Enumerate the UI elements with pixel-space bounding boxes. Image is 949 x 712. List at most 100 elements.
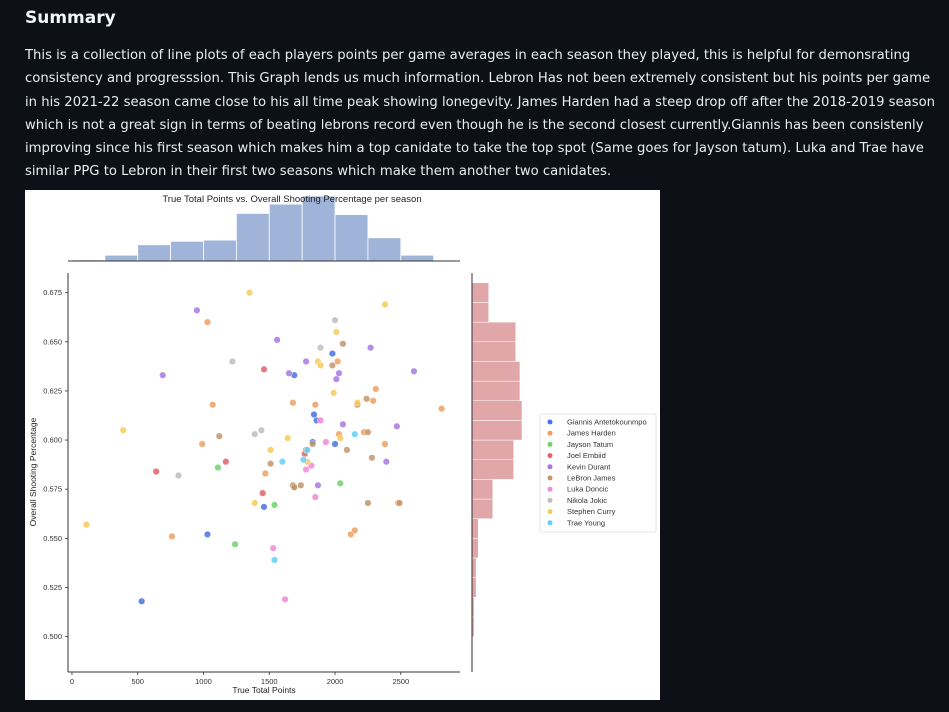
y-ticks: 0.500 0.525 0.550 0.575 0.600 0.625 0.650 0.675: [43, 288, 68, 641]
scatter-point: [257, 426, 265, 434]
scatter-point: [343, 446, 351, 454]
y-tick-label: 0.625: [43, 386, 62, 395]
legend-marker: [547, 486, 553, 492]
scatter-point: [339, 420, 347, 428]
y-hist-bar: [471, 282, 489, 303]
scatter-point: [353, 399, 361, 407]
y-tick-label: 0.650: [43, 337, 62, 346]
scatter-point: [281, 595, 289, 603]
scatter-point: [246, 289, 254, 297]
scatter-point: [267, 460, 275, 468]
scatter-point: [138, 597, 146, 605]
legend-label: Nikola Jokic: [567, 496, 607, 505]
x-hist-bar: [367, 237, 402, 262]
legend-marker: [547, 441, 553, 447]
y-hist-bar: [471, 321, 516, 343]
scatter-point: [209, 401, 217, 409]
y-hist-bar: [471, 380, 521, 402]
scatter-point: [322, 438, 330, 446]
y-hist-bar: [471, 577, 477, 598]
scatter-point: [214, 464, 222, 472]
scatter-point: [317, 361, 325, 369]
y-tick-label: 0.575: [43, 485, 62, 494]
scatter-point: [395, 499, 403, 507]
legend-marker: [547, 430, 553, 436]
y-hist-bar: [471, 420, 523, 441]
y-hist-bar: [471, 479, 494, 500]
legend-marker: [547, 464, 553, 470]
scatter-point: [336, 434, 344, 442]
scatter-point: [332, 375, 340, 383]
scatter-point: [367, 344, 375, 352]
scatter-point: [297, 481, 305, 489]
y-marginal-histogram: [471, 282, 523, 637]
y-tick-label: 0.675: [43, 288, 62, 297]
x-hist-bar: [170, 240, 204, 262]
scatter-point: [273, 336, 281, 344]
scatter-point: [203, 318, 211, 326]
scatter-point: [168, 532, 176, 540]
scatter-point: [393, 422, 401, 430]
scatter-point: [285, 369, 293, 377]
x-hist-bar: [203, 239, 237, 262]
scatter-point: [328, 350, 336, 358]
scatter-point: [336, 479, 344, 487]
x-hist-bar: [400, 254, 435, 262]
scatter-point: [438, 405, 446, 413]
scatter-point: [152, 468, 160, 476]
scatter-point: [278, 458, 286, 466]
summary-heading: Summary: [25, 8, 116, 28]
scatter-point: [302, 466, 310, 474]
scatter-point: [368, 454, 376, 462]
x-hist-bar: [334, 214, 369, 262]
legend-marker: [547, 520, 553, 526]
y-hist-bar: [471, 498, 494, 519]
scatter-point: [369, 397, 377, 405]
scatter-point: [119, 426, 127, 434]
y-hist-bar: [471, 557, 477, 578]
scatter-point: [311, 401, 319, 409]
y-hist-bar: [471, 361, 521, 382]
scatter-point: [231, 540, 239, 548]
legend-marker: [547, 497, 553, 503]
scatter-point: [317, 344, 325, 352]
y-tick-label: 0.525: [43, 583, 62, 592]
x-tick-label: 2500: [392, 677, 409, 686]
scatter-point: [284, 434, 292, 442]
x-hist-bar: [235, 213, 270, 262]
y-hist-bar: [471, 538, 479, 559]
scatter-point: [339, 340, 347, 348]
y-axis-label: Overall Shooting Percentage: [28, 417, 38, 526]
scatter-point: [331, 316, 339, 324]
x-tick-label: 0: [70, 677, 74, 686]
scatter-point: [159, 371, 167, 379]
scatter-point: [331, 440, 339, 448]
x-tick-label: 500: [131, 677, 144, 686]
scatter-point: [82, 521, 90, 529]
joint-plot-figure: 0 500 1000 1500 2000 2500 0.500 0.525 0.550 0.57…: [25, 190, 660, 700]
scatter-point: [351, 430, 359, 438]
scatter-point: [299, 456, 307, 464]
x-tick-label: 2000: [327, 677, 344, 686]
scatter-point: [309, 440, 317, 448]
joint-plot-svg: 0 500 1000 1500 2000 2500 0.500 0.525 0.550 0.57…: [28, 194, 657, 695]
x-tick-label: 1000: [195, 677, 212, 686]
scatter-point: [260, 503, 268, 511]
scatter-point: [260, 365, 268, 373]
scatter-point: [381, 440, 389, 448]
scatter-points: [82, 289, 446, 605]
legend-marker: [547, 453, 553, 459]
scatter-point: [289, 399, 297, 407]
x-hist-bar: [268, 203, 303, 262]
x-ticks: 0 500 1000 1500 2000 2500: [70, 672, 409, 686]
legend-box: [539, 413, 657, 533]
scatter-point: [302, 357, 310, 365]
scatter-point: [364, 428, 372, 436]
scatter-point: [174, 471, 182, 479]
scatter-point: [215, 432, 223, 440]
scatter-point: [334, 357, 342, 365]
legend-label: Trae Young: [567, 518, 605, 527]
scatter-point: [271, 556, 279, 564]
x-hist-bar: [137, 244, 172, 262]
scatter-point: [203, 530, 211, 538]
